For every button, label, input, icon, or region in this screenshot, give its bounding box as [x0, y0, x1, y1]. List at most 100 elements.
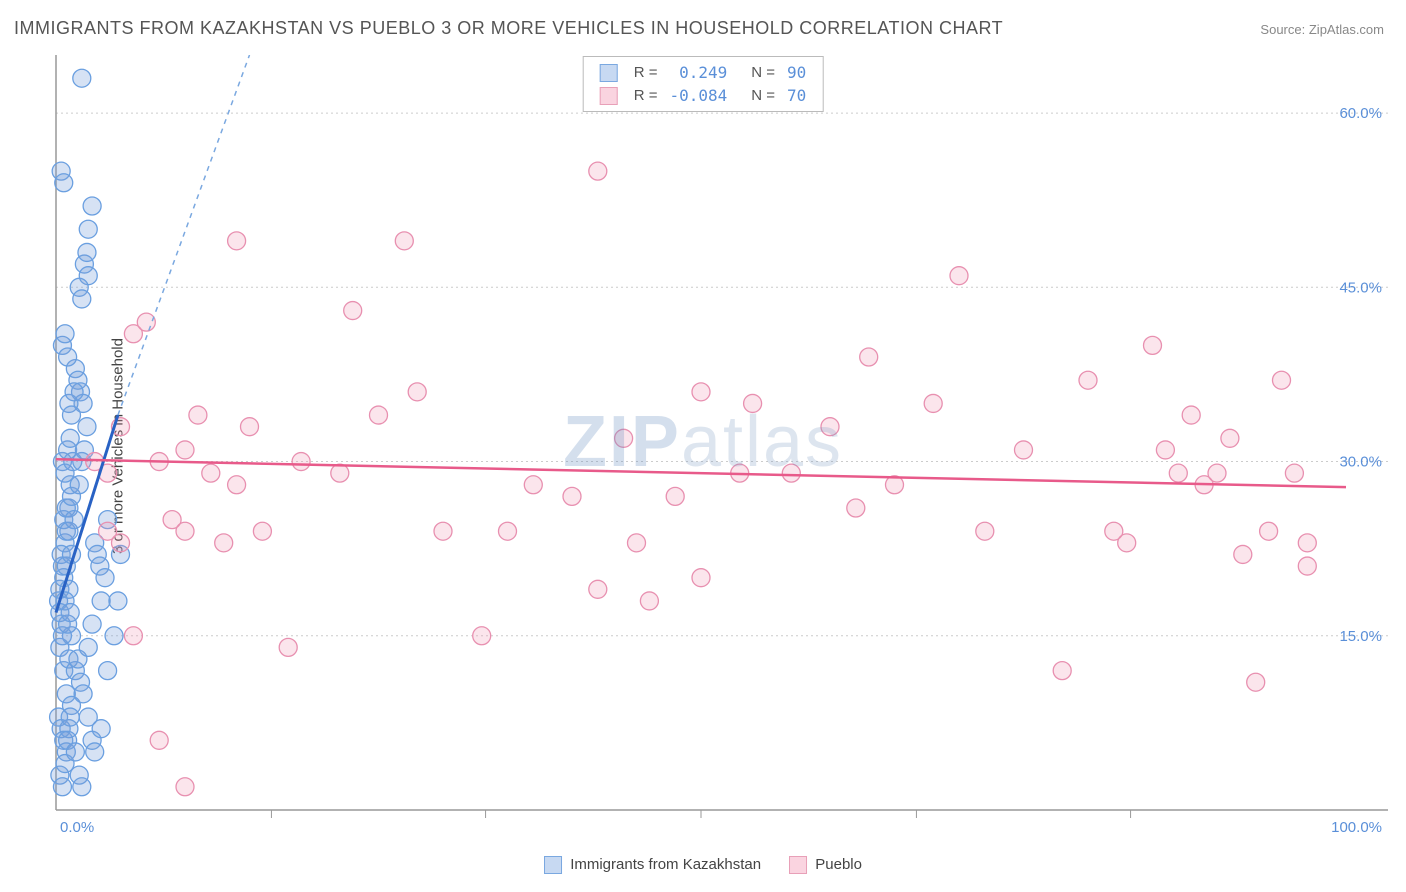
- n-value: 70: [781, 84, 812, 107]
- scatter-point: [1053, 662, 1071, 680]
- scatter-point: [96, 569, 114, 587]
- scatter-point: [950, 267, 968, 285]
- n-value: 90: [781, 61, 812, 84]
- scatter-point: [499, 522, 517, 540]
- scatter-point: [79, 638, 97, 656]
- legend-item: Immigrants from Kazakhstan: [544, 856, 761, 874]
- swatch-icon: [789, 856, 807, 874]
- scatter-point: [666, 487, 684, 505]
- scatter-chart-svg: 15.0% 30.0% 45.0% 60.0% 0.0% 100.0%: [48, 55, 1388, 832]
- scatter-point: [860, 348, 878, 366]
- scatter-point: [65, 383, 83, 401]
- svg-text:100.0%: 100.0%: [1331, 819, 1382, 832]
- scatter-point: [73, 290, 91, 308]
- scatter-point: [589, 580, 607, 598]
- svg-text:15.0%: 15.0%: [1339, 628, 1382, 645]
- r-value: 0.249: [663, 61, 733, 84]
- svg-text:30.0%: 30.0%: [1339, 454, 1382, 471]
- r-label: R =: [628, 61, 664, 84]
- scatter-point: [61, 604, 79, 622]
- scatter-point: [976, 522, 994, 540]
- scatter-point: [150, 731, 168, 749]
- scatter-point: [215, 534, 233, 552]
- scatter-point: [78, 243, 96, 261]
- scatter-point: [744, 394, 762, 412]
- scatter-point: [589, 162, 607, 180]
- n-label: N =: [745, 84, 781, 107]
- scatter-point: [1260, 522, 1278, 540]
- legend-label: Immigrants from Kazakhstan: [570, 856, 761, 873]
- scatter-point: [640, 592, 658, 610]
- scatter-point: [1298, 534, 1316, 552]
- source-label: Source:: [1260, 22, 1305, 37]
- scatter-point: [847, 499, 865, 517]
- scatter-point: [83, 197, 101, 215]
- svg-text:60.0%: 60.0%: [1339, 105, 1382, 122]
- source-attribution: Source: ZipAtlas.com: [1260, 22, 1384, 37]
- scatter-point: [395, 232, 413, 250]
- legend-item: Pueblo: [789, 856, 862, 874]
- scatter-point: [615, 429, 633, 447]
- scatter-point: [292, 453, 310, 471]
- correlation-table: R =0.249N =90R =-0.084 N =70: [594, 61, 813, 107]
- swatch-icon: [544, 856, 562, 874]
- scatter-point: [1234, 545, 1252, 563]
- scatter-point: [344, 302, 362, 320]
- scatter-point: [279, 638, 297, 656]
- scatter-point: [112, 534, 130, 552]
- scatter-point: [628, 534, 646, 552]
- chart-title: IMMIGRANTS FROM KAZAKHSTAN VS PUEBLO 3 O…: [14, 18, 1003, 39]
- scatter-point: [56, 325, 74, 343]
- scatter-point: [55, 174, 73, 192]
- scatter-point: [370, 406, 388, 424]
- scatter-point: [1015, 441, 1033, 459]
- scatter-point: [109, 592, 127, 610]
- scatter-point: [228, 476, 246, 494]
- r-label: R =: [628, 84, 664, 107]
- scatter-point: [61, 708, 79, 726]
- scatter-point: [1221, 429, 1239, 447]
- svg-text:0.0%: 0.0%: [60, 819, 94, 832]
- scatter-point: [189, 406, 207, 424]
- scatter-point: [821, 418, 839, 436]
- scatter-point: [92, 592, 110, 610]
- scatter-point: [176, 441, 194, 459]
- legend-label: Pueblo: [815, 856, 862, 873]
- scatter-point: [924, 394, 942, 412]
- trend-line: [56, 459, 1346, 487]
- scatter-point: [1079, 371, 1097, 389]
- scatter-point: [70, 476, 88, 494]
- r-value: -0.084: [663, 84, 733, 107]
- scatter-point: [563, 487, 581, 505]
- scatter-point: [1156, 441, 1174, 459]
- series-legend: Immigrants from Kazakhstan Pueblo: [530, 856, 876, 874]
- scatter-point: [79, 220, 97, 238]
- scatter-point: [1118, 534, 1136, 552]
- correlation-row: R =-0.084 N =70: [594, 84, 813, 107]
- scatter-point: [253, 522, 271, 540]
- scatter-point: [692, 383, 710, 401]
- scatter-point: [331, 464, 349, 482]
- scatter-point: [1273, 371, 1291, 389]
- svg-text:45.0%: 45.0%: [1339, 279, 1382, 296]
- scatter-point: [66, 743, 84, 761]
- chart-area: 15.0% 30.0% 45.0% 60.0% 0.0% 100.0%: [48, 55, 1388, 832]
- scatter-point: [473, 627, 491, 645]
- scatter-point: [99, 662, 117, 680]
- source-link[interactable]: ZipAtlas.com: [1309, 22, 1384, 37]
- scatter-point: [1247, 673, 1265, 691]
- scatter-point: [78, 418, 96, 436]
- scatter-point: [137, 313, 155, 331]
- scatter-point: [176, 522, 194, 540]
- scatter-point: [1298, 557, 1316, 575]
- scatter-point: [408, 383, 426, 401]
- scatter-point: [65, 511, 83, 529]
- scatter-point: [59, 348, 77, 366]
- scatter-point: [83, 615, 101, 633]
- scatter-point: [241, 418, 259, 436]
- swatch-icon: [600, 87, 618, 105]
- scatter-point: [53, 778, 71, 796]
- correlation-row: R =0.249N =90: [594, 61, 813, 84]
- swatch-icon: [600, 64, 618, 82]
- scatter-point: [782, 464, 800, 482]
